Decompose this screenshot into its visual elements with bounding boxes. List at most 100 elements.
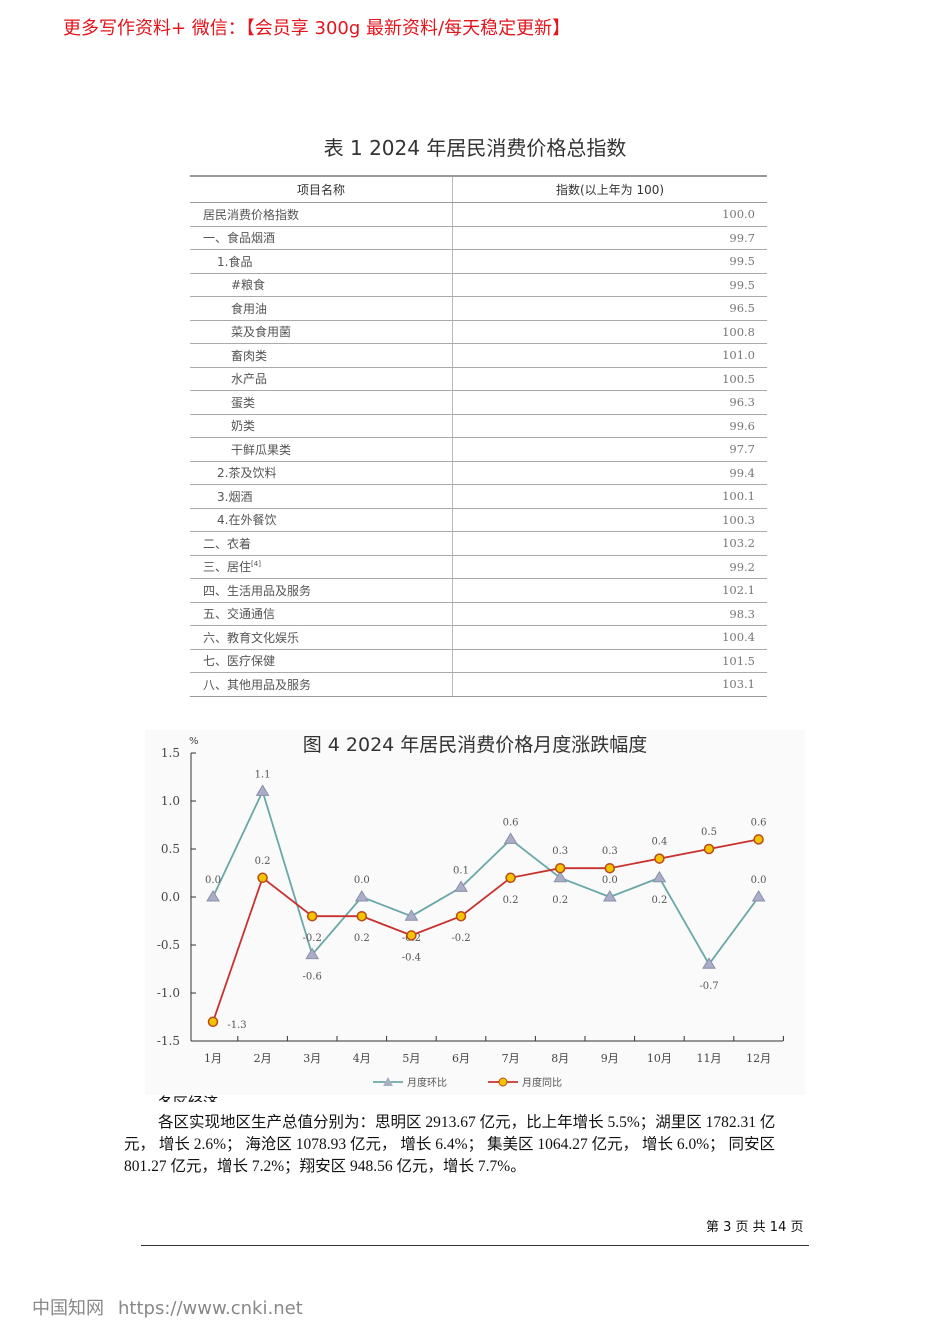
row-value: 100.3 (452, 508, 767, 532)
row-label: 水产品 (231, 372, 268, 387)
mom-point-marker (454, 880, 468, 892)
data-label: -0.2 (303, 933, 322, 944)
yoy-point-marker (207, 1016, 219, 1028)
row-name: 3.烟酒 (190, 484, 453, 509)
header-index: 指数(以上年为 100) (452, 175, 767, 203)
legend-triangle-icon (383, 1077, 393, 1086)
row-name: 4.在外餐饮 (190, 508, 453, 532)
row-label: 二、衣着 (203, 536, 252, 551)
data-label: 0.2 (552, 895, 568, 906)
yoy-point-marker (654, 853, 665, 864)
table-row: 水产品 100.5 (190, 367, 767, 391)
row-label: 菜及食用菌 (231, 325, 292, 340)
paragraph-line: 各区实现地区生产总值分别为：思明区 2913.67 亿元，比上年增长 5.5%；… (158, 1114, 776, 1131)
footer-divider (141, 1245, 809, 1246)
row-value: 98.3 (452, 602, 767, 626)
row-value: 102.1 (452, 578, 767, 603)
yoy-point-marker (306, 910, 318, 922)
legend-label: 月度环比 (407, 1076, 447, 1089)
row-name: 四、生活用品及服务 (190, 578, 453, 603)
table-row: 五、交通通信 98.3 (190, 602, 767, 626)
row-name: 二、衣着 (190, 531, 453, 556)
table-row: 二、衣着 103.2 (190, 531, 767, 556)
header-item-name: 项目名称 (190, 175, 453, 203)
x-tick-label: 11月 (697, 1052, 722, 1065)
data-label: 0.0 (354, 875, 370, 886)
y-tick-label: 1.0 (161, 794, 180, 808)
data-label: 0.5 (701, 827, 717, 838)
row-value: 100.5 (452, 367, 767, 391)
data-label: 0.2 (651, 895, 667, 906)
row-value: 103.1 (452, 672, 767, 697)
data-label: 0.1 (453, 865, 469, 876)
row-label: 食用油 (231, 301, 268, 316)
row-name: 干鲜瓜果类 (190, 437, 453, 462)
row-value: 96.5 (452, 296, 767, 321)
table-row: 四、生活用品及服务 102.1 (190, 578, 767, 603)
x-tick-label: 10月 (647, 1052, 672, 1065)
row-name: 菜及食用菌 (190, 320, 453, 344)
y-tick-label: -0.5 (157, 938, 180, 952)
table-row: 蛋类 96.3 (190, 390, 767, 415)
table-row: 菜及食用菌 100.8 (190, 320, 767, 344)
x-tick-label: 3月 (303, 1052, 321, 1065)
series-line-yoy (212, 838, 759, 1023)
table-title: 表 1 2024 年居民消费价格总指数 (323, 136, 627, 160)
row-value: 103.2 (452, 531, 767, 556)
y-tick-label: -1.5 (157, 1034, 180, 1048)
data-label: 0.0 (751, 875, 767, 886)
row-name: 三、居住[4] (190, 555, 453, 579)
table-row: 六、教育文化娱乐 100.4 (190, 625, 767, 650)
row-value: 101.0 (452, 343, 767, 368)
row-value: 96.3 (452, 390, 767, 415)
row-value: 99.5 (452, 273, 767, 297)
row-name: #粮食 (190, 273, 453, 297)
table-row: 干鲜瓜果类 97.7 (190, 437, 767, 462)
data-label: -0.2 (451, 933, 470, 944)
row-label: 1.食品 (217, 254, 253, 269)
yoy-point-marker (703, 843, 715, 855)
chart-title: 图 4 2024 年居民消费价格月度涨跌幅度 (303, 734, 648, 756)
row-value: 99.4 (452, 461, 767, 485)
row-label: 畜肉类 (231, 348, 268, 363)
table-row: #粮食 99.5 (190, 273, 767, 297)
data-label: 0.2 (503, 895, 519, 906)
row-label: #粮食 (231, 278, 266, 293)
row-label: 三、居住 (203, 560, 252, 575)
data-label: 0.2 (255, 856, 271, 867)
page-number: 第 3 页 共 14 页 (706, 1220, 804, 1235)
row-value: 99.5 (452, 249, 767, 274)
row-label: 五、交通通信 (203, 607, 276, 622)
row-name: 蛋类 (190, 390, 453, 415)
x-tick-label: 1月 (204, 1052, 222, 1065)
table-row: 畜肉类 101.0 (190, 343, 767, 368)
row-name: 2.茶及饮料 (190, 461, 453, 485)
row-label: 干鲜瓜果类 (231, 442, 292, 457)
x-tick-label: 7月 (502, 1052, 520, 1065)
yoy-point-marker (753, 834, 764, 845)
data-label: 0.3 (602, 846, 618, 857)
x-tick-label: 5月 (402, 1052, 420, 1065)
row-value: 99.7 (452, 226, 767, 250)
row-value: 101.5 (452, 649, 767, 673)
row-label: 3.烟酒 (217, 489, 253, 504)
row-label: 八、其他用品及服务 (203, 677, 312, 692)
promo-banner: 更多写作资料+ 微信：【会员享 300g 最新资料/每天稳定更新】 (63, 18, 571, 39)
row-label: 2.茶及饮料 (217, 466, 277, 481)
mom-point-marker (255, 784, 270, 796)
watermark-name: 中国知网 (32, 1298, 104, 1319)
row-name: 六、教育文化娱乐 (190, 625, 453, 650)
row-name: 水产品 (190, 367, 453, 391)
x-tick-label: 9月 (601, 1052, 619, 1065)
data-label: 1.1 (255, 769, 271, 780)
section-heading: 各区经济 (158, 1092, 218, 1102)
mom-point-marker (503, 832, 518, 844)
y-tick-label: 0.5 (161, 842, 180, 856)
y-unit-label: % (189, 736, 199, 747)
table-row: 居民消费价格指数 100.0 (190, 202, 767, 227)
watermark-url: https://www.cnki.net (118, 1298, 303, 1319)
x-tick-label: 4月 (353, 1052, 371, 1065)
mom-point-marker (404, 909, 419, 921)
row-value: 97.7 (452, 437, 767, 462)
